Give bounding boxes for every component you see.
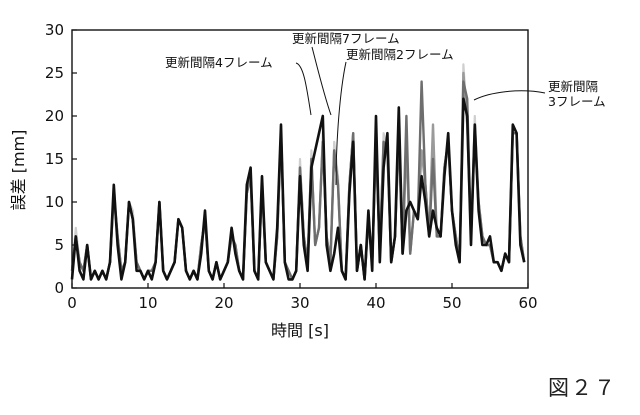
x-tick-label: 10 [138,294,157,312]
figure-label: 図２７ [548,372,617,402]
y-tick-label: 20 [45,107,64,125]
annotation-leader-1 [312,47,331,115]
annotation-label-2: 更新間隔2フレーム [346,47,454,62]
annotation-leader-4 [474,91,545,100]
x-axis-title: 時間 [s] [271,321,329,340]
annotation-leader-3 [296,63,311,115]
x-tick-label: 30 [290,294,309,312]
x-tick-label: 60 [518,294,537,312]
y-tick-label: 25 [45,64,64,82]
x-tick-label: 40 [366,294,385,312]
series-layer [72,64,524,279]
y-tick-label: 15 [45,150,64,168]
x-tick-label: 0 [67,294,77,312]
y-axis-title: 誤差 [mm] [9,130,28,211]
y-tick-label: 0 [54,279,64,297]
y-tick-label: 30 [45,21,64,39]
annotation-label-3: 更新間隔4フレーム [165,55,273,70]
x-tick-label: 20 [214,294,233,312]
y-tick-label: 5 [54,236,64,254]
annotation-label-4: 更新間隔 [548,79,598,94]
x-tick-label: 50 [442,294,461,312]
annotation-label-4-line2: 3フレーム [548,94,606,109]
annotation-label-1: 更新間隔7フレーム [292,31,400,46]
y-tick-label: 10 [45,193,64,211]
